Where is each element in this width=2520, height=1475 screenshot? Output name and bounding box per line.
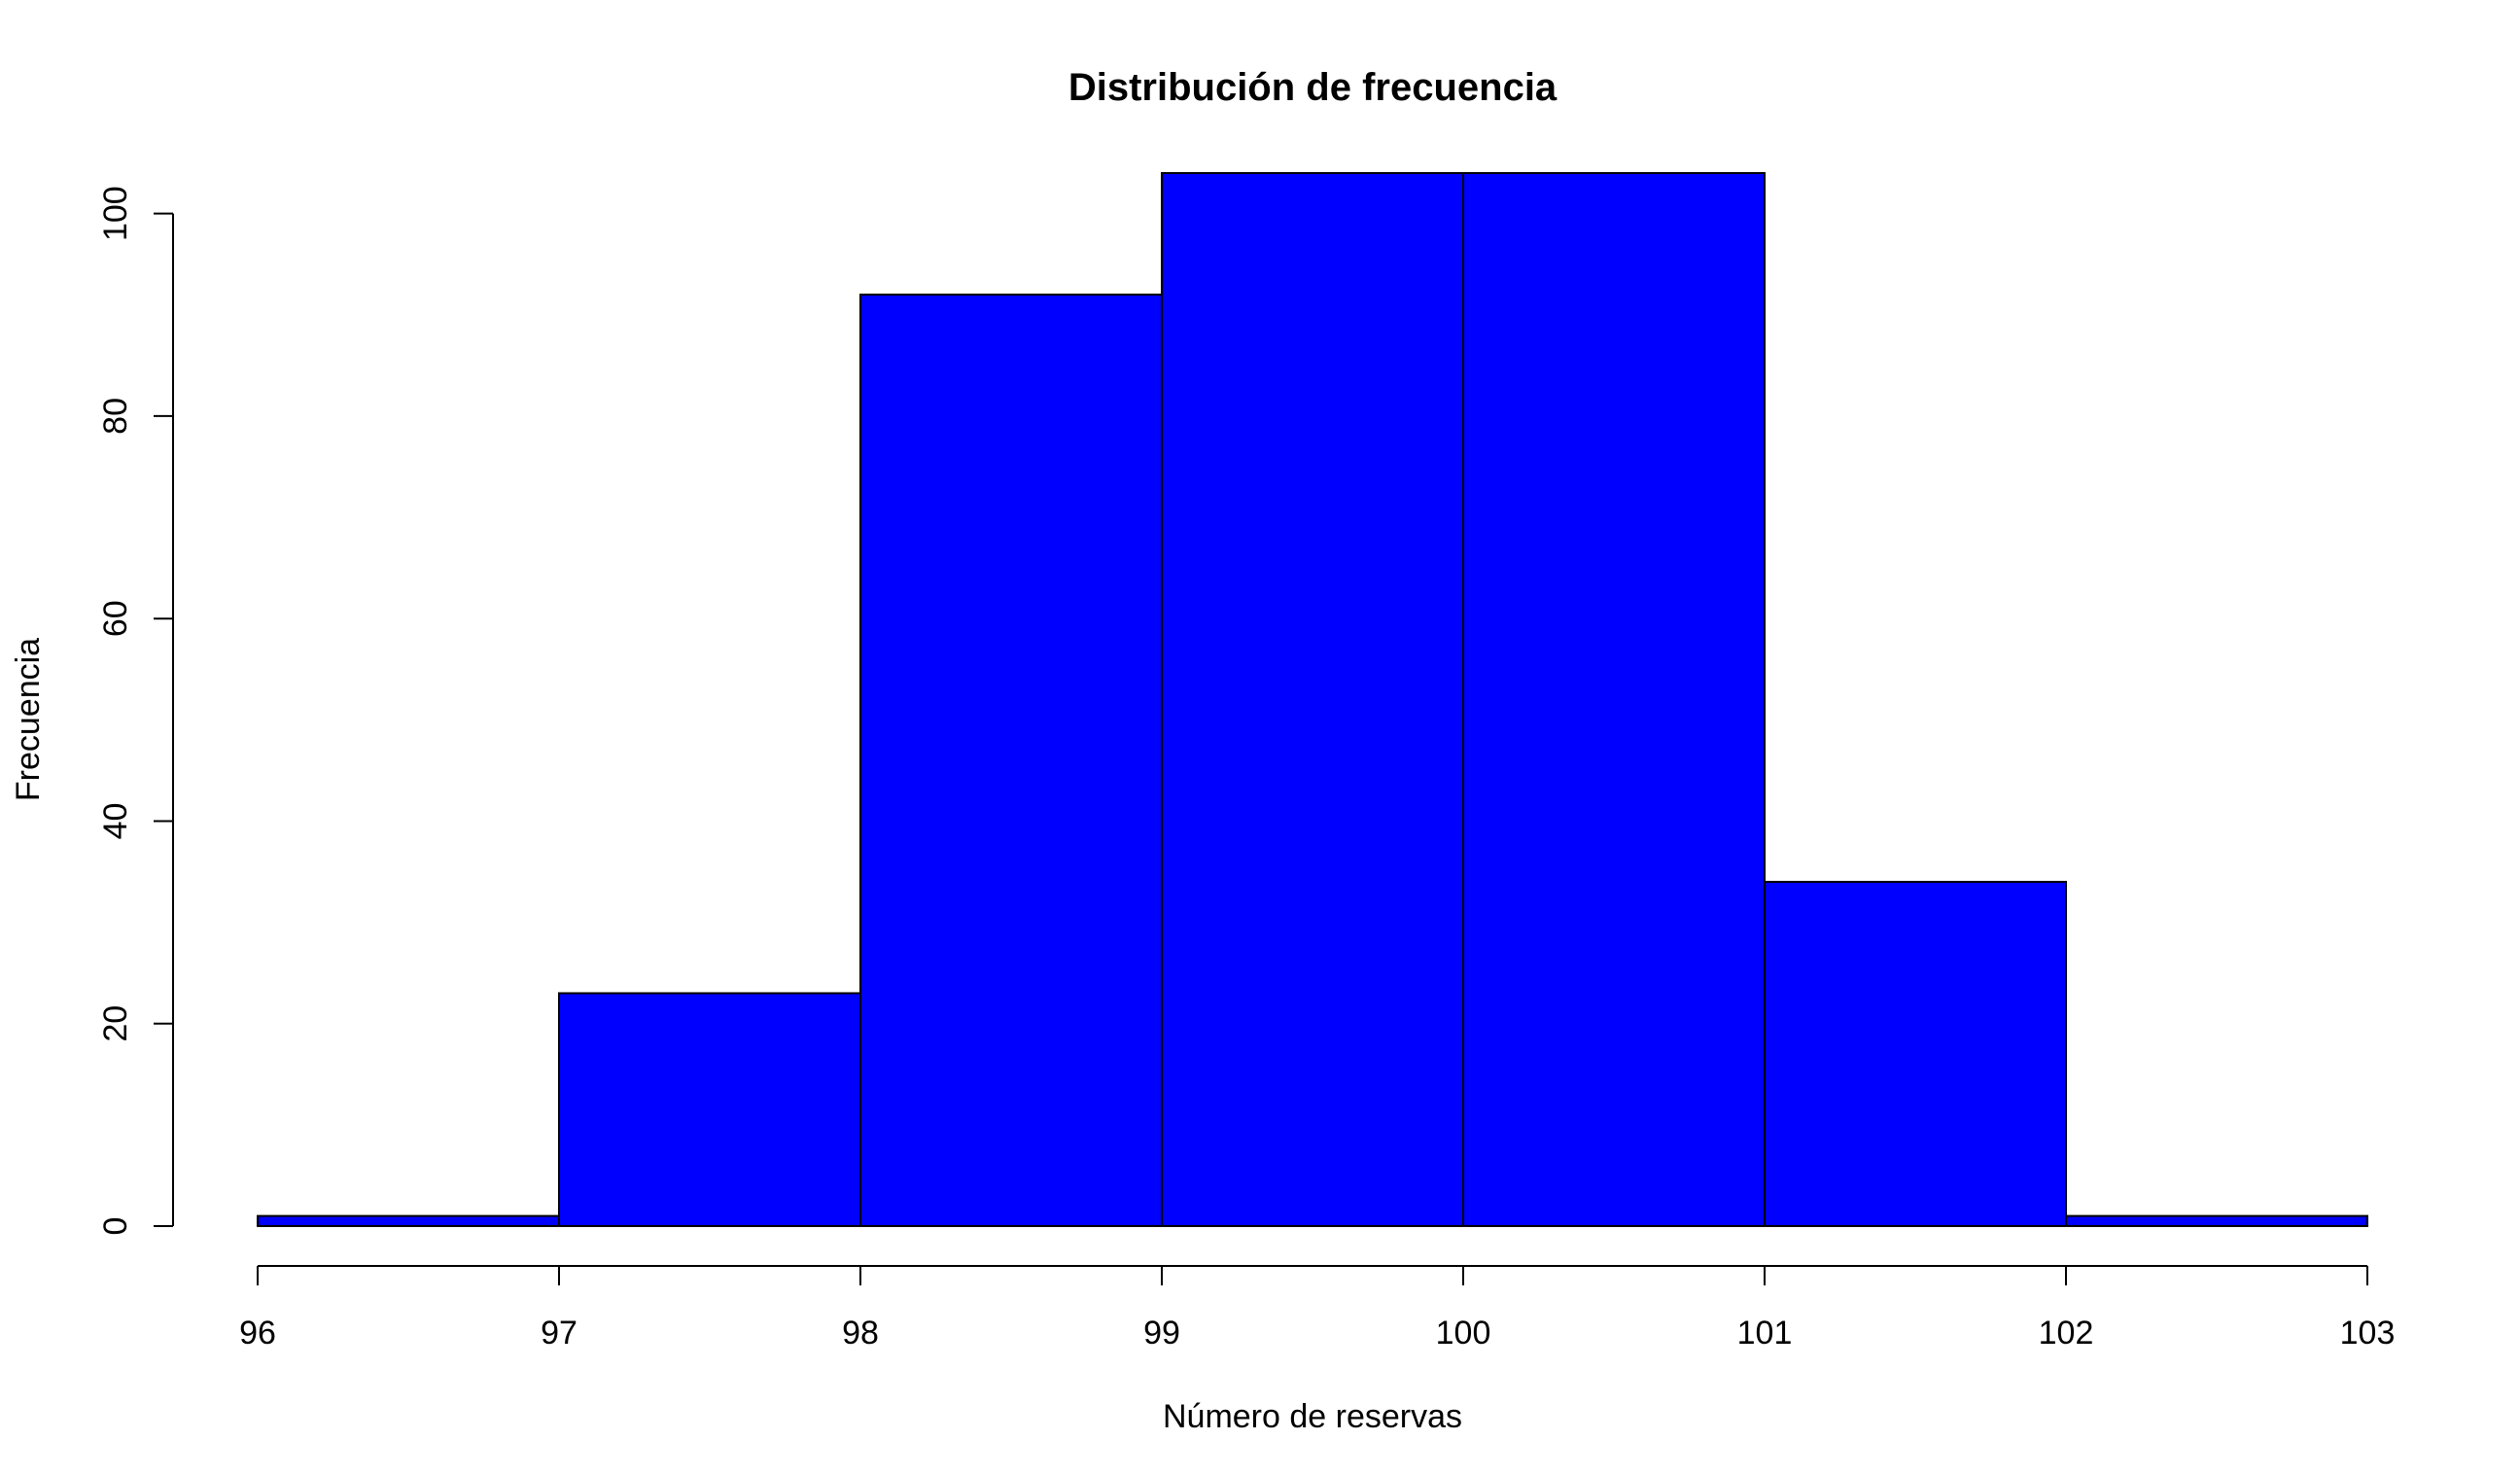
x-ticks: 96 97 98 99 100 101 102 103 bbox=[239, 1266, 2395, 1352]
x-tick-label: 102 bbox=[2039, 1315, 2094, 1352]
histogram-bar bbox=[1764, 880, 2067, 1227]
y-tick-label: 100 bbox=[97, 186, 134, 241]
x-axis: 96 97 98 99 100 101 102 103 bbox=[239, 1265, 2395, 1352]
x-tick-label: 103 bbox=[2340, 1315, 2396, 1352]
y-tick-label: 80 bbox=[97, 398, 134, 435]
y-axis: 0 20 40 60 80 100 bbox=[97, 186, 174, 1235]
chart-title: Distribución de frecuencia bbox=[1068, 66, 1558, 109]
y-ticks: 0 20 40 60 80 100 bbox=[97, 186, 173, 1235]
x-axis-title: Número de reservas bbox=[1163, 1398, 1462, 1435]
histogram-bar bbox=[257, 1214, 560, 1228]
x-tick-label: 99 bbox=[1143, 1315, 1180, 1352]
x-tick-label: 98 bbox=[842, 1315, 879, 1352]
histogram-bar bbox=[859, 293, 1163, 1227]
histogram-bar bbox=[1161, 172, 1464, 1227]
y-tick-label: 20 bbox=[97, 1005, 134, 1042]
histogram-bar bbox=[2065, 1214, 2368, 1228]
y-tick-label: 60 bbox=[97, 600, 134, 637]
histogram-bar bbox=[1462, 172, 1766, 1227]
y-tick-label: 40 bbox=[97, 803, 134, 840]
y-axis-title: Frecuencia bbox=[10, 638, 47, 801]
histogram-bar bbox=[558, 992, 861, 1227]
x-tick-label: 96 bbox=[239, 1315, 276, 1352]
y-tick-label: 0 bbox=[97, 1217, 134, 1236]
x-tick-label: 97 bbox=[541, 1315, 578, 1352]
bars-layer bbox=[257, 172, 2368, 1228]
x-tick-label: 100 bbox=[1436, 1315, 1491, 1352]
x-tick-label: 101 bbox=[1737, 1315, 1793, 1352]
